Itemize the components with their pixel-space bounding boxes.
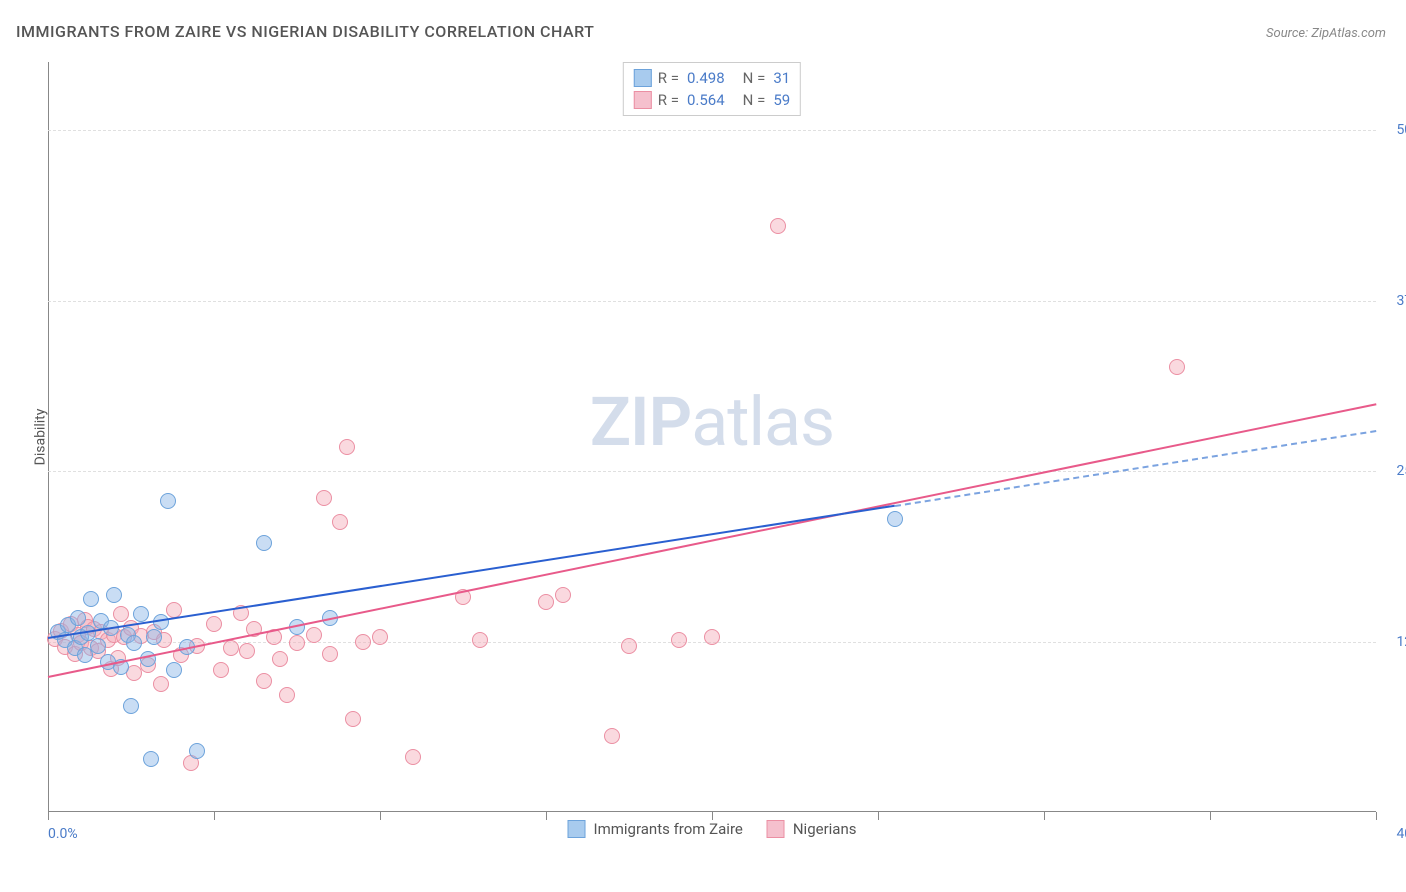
y-tick-label: 12.5% [1396,634,1406,650]
legend-swatch [634,91,652,109]
data-point [538,594,554,610]
data-point [143,751,159,767]
watermark-light: atlas [691,382,834,462]
y-tick-label: 37.5% [1396,293,1406,309]
legend-stats: R = 0.498 N = 31 R = 0.564 N = 59 [623,62,801,116]
y-axis-label: Disability [32,409,48,466]
legend-series-item: Immigrants from Zaire [568,820,743,838]
data-point [621,638,637,654]
data-point [126,635,142,651]
data-point [372,629,388,645]
data-point [604,728,620,744]
data-point [472,632,488,648]
data-point [405,749,421,765]
x-tick-mark [214,812,215,820]
trend-line [894,430,1376,507]
data-point [70,610,86,626]
data-point [166,662,182,678]
data-point [332,514,348,530]
data-point [223,640,239,656]
legend-series-item: Nigerians [767,820,857,838]
x-tick-mark [1044,812,1045,820]
legend-n-value: 59 [773,91,790,109]
legend-stat-row: R = 0.564 N = 59 [634,89,790,111]
data-point [160,493,176,509]
legend-series: Immigrants from Zaire Nigerians [568,820,857,838]
trend-line [48,505,895,639]
x-tick-mark [48,812,49,820]
data-point [272,651,288,667]
legend-swatch [568,820,586,838]
watermark: ZIPatlas [590,382,834,462]
legend-n-value: 31 [773,69,790,87]
data-point [123,698,139,714]
x-tick-mark [1376,812,1377,820]
data-point [355,634,371,650]
data-point [90,638,106,654]
data-point [256,535,272,551]
data-point [306,627,322,643]
data-point [1169,359,1185,375]
data-point [887,511,903,527]
x-tick-mark [712,812,713,820]
data-point [146,629,162,645]
data-point [671,632,687,648]
chart-title: IMMIGRANTS FROM ZAIRE VS NIGERIAN DISABI… [16,22,594,41]
gridline [48,130,1376,131]
data-point [189,743,205,759]
watermark-bold: ZIP [590,382,691,462]
y-tick-label: 25.0% [1396,463,1406,479]
x-tick-label: 0.0% [48,826,78,842]
legend-swatch [767,820,785,838]
plot-area: ZIPatlas Disability R =0.498N =31R =0.56… [48,62,1376,812]
data-point [153,676,169,692]
data-point [704,629,720,645]
legend-r-label: R = [658,91,679,109]
legend-r-value: 0.498 [687,69,725,87]
legend-stat-row: R = 0.498 N = 31 [634,67,790,89]
data-point [322,646,338,662]
gridline [48,471,1376,472]
legend-r-value: 0.564 [687,91,725,109]
x-tick-label: 40.0% [1396,826,1406,842]
x-tick-mark [380,812,381,820]
chart-container: IMMIGRANTS FROM ZAIRE VS NIGERIAN DISABI… [0,0,1406,892]
data-point [153,614,169,630]
legend-swatch [634,69,652,87]
data-point [289,635,305,651]
x-tick-mark [1210,812,1211,820]
data-point [106,587,122,603]
data-point [83,591,99,607]
y-tick-label: 50.0% [1396,122,1406,138]
legend-n-label: N = [743,69,766,87]
legend-series-label: Nigerians [793,820,857,838]
x-tick-mark [546,812,547,820]
data-point [133,606,149,622]
x-tick-mark [878,812,879,820]
gridline [48,301,1376,302]
legend-r-label: R = [658,69,679,87]
data-point [316,490,332,506]
data-point [279,687,295,703]
data-point [213,662,229,678]
data-point [256,673,272,689]
source-label: Source: ZipAtlas.com [1266,26,1386,41]
data-point [206,616,222,632]
data-point [555,587,571,603]
data-point [339,439,355,455]
legend-n-label: N = [743,91,766,109]
data-point [345,711,361,727]
data-point [239,643,255,659]
legend-series-label: Immigrants from Zaire [594,820,743,838]
data-point [770,218,786,234]
